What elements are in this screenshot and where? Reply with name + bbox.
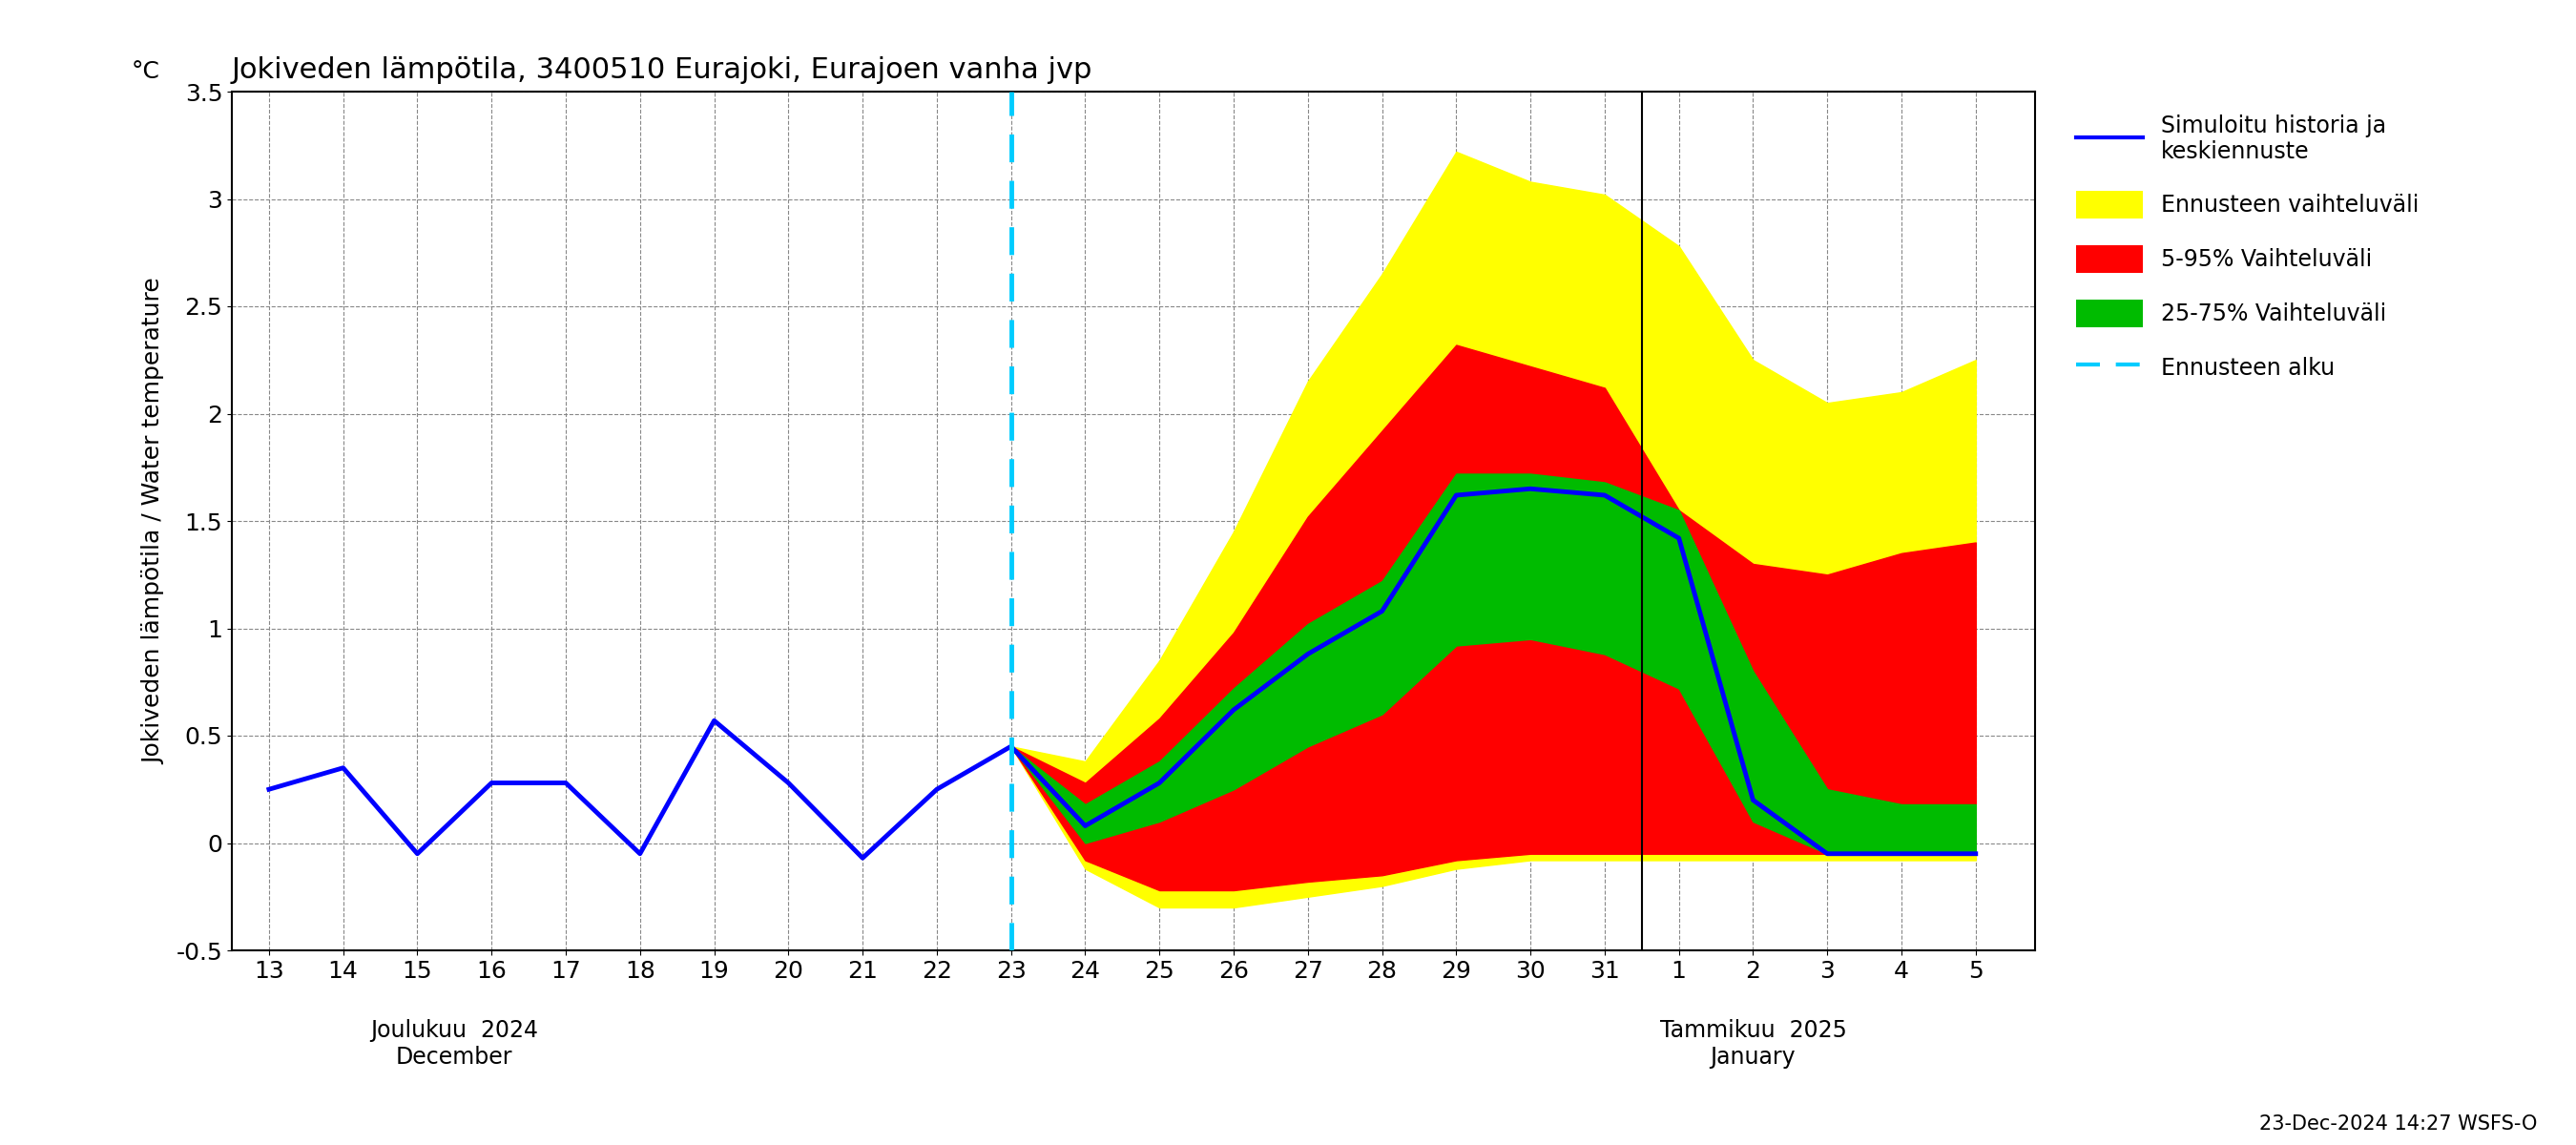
- Text: Tammikuu  2025
January: Tammikuu 2025 January: [1659, 1019, 1847, 1068]
- Text: 23-Dec-2024 14:27 WSFS-O: 23-Dec-2024 14:27 WSFS-O: [2259, 1114, 2537, 1134]
- Text: Joulukuu  2024
December: Joulukuu 2024 December: [371, 1019, 538, 1068]
- Text: Jokiveden lämpötila, 3400510 Eurajoki, Eurajoen vanha jvp: Jokiveden lämpötila, 3400510 Eurajoki, E…: [232, 56, 1092, 84]
- Text: °C: °C: [131, 60, 160, 82]
- Y-axis label: Jokiveden lämpötila / Water temperature: Jokiveden lämpötila / Water temperature: [142, 278, 165, 764]
- Legend: Simuloitu historia ja
keskiennuste, Ennusteen vaihteluväli, 5-95% Vaihteluväli, : Simuloitu historia ja keskiennuste, Ennu…: [2063, 103, 2429, 393]
